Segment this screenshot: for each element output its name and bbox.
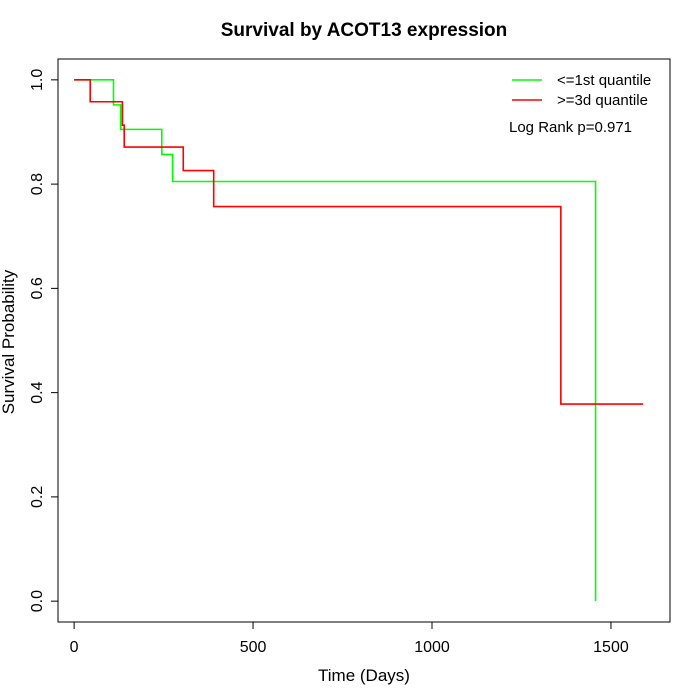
x-axis-label: Time (Days) (318, 666, 410, 685)
y-tick-label: 0.0 (29, 590, 46, 612)
chart-title: Survival by ACOT13 expression (221, 20, 508, 41)
x-tick-label: 500 (240, 639, 267, 656)
x-tick-label: 0 (70, 639, 79, 656)
x-tick-label: 1500 (593, 639, 629, 656)
legend: <=1st quantile >=3d quantile (512, 72, 651, 109)
y-tick-label: 0.2 (29, 486, 46, 508)
y-tick-label: 1.0 (29, 69, 46, 91)
legend-label: <=1st quantile (557, 72, 651, 89)
y-tick-label: 0.4 (29, 381, 46, 403)
series-layer (74, 79, 644, 602)
x-axis: 0 500 1000 1500 (70, 621, 629, 656)
plot-frame (57, 58, 671, 623)
y-tick-label: 0.8 (29, 173, 46, 195)
log-rank-annotation: Log Rank p=0.971 (509, 119, 632, 136)
survival-curve (74, 79, 597, 602)
y-axis: 0.0 0.2 0.4 0.6 0.8 1.0 (29, 69, 59, 612)
x-tick-label: 1000 (414, 639, 450, 656)
y-tick-label: 0.6 (29, 277, 46, 299)
survival-curve (74, 79, 644, 405)
legend-label: >=3d quantile (557, 92, 648, 109)
y-axis-label: Survival Probability (0, 269, 18, 414)
